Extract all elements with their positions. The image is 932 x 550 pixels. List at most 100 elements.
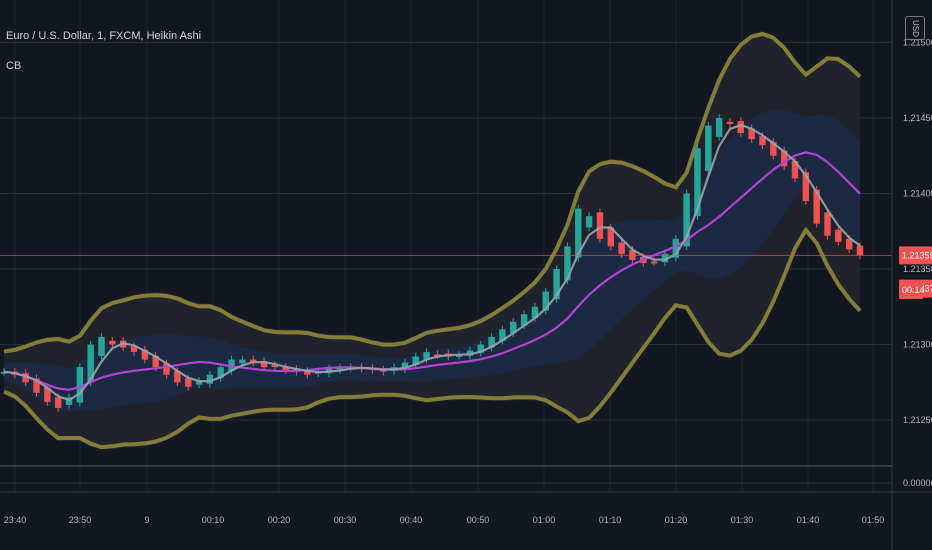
lower-band-line: [3, 226, 862, 450]
time-tick-label: 00:50: [467, 515, 490, 525]
bollinger-bands: [3, 31, 862, 450]
candle-body: [488, 336, 495, 348]
candle-body: [520, 314, 528, 326]
candle-body: [184, 378, 192, 387]
time-tick-label: 01:50: [862, 515, 885, 525]
candle-body: [98, 336, 105, 356]
candle-body: [163, 363, 170, 375]
candle-body: [835, 229, 842, 242]
time-tick-label: 01:40: [797, 515, 820, 525]
candle-body: [813, 189, 820, 224]
candle-body: [174, 370, 181, 383]
candles: [0, 114, 864, 412]
candle-body: [109, 340, 116, 345]
price-tick-label: 1.21500: [903, 38, 932, 48]
time-tick-label: 23:50: [69, 515, 92, 525]
candle-body: [564, 246, 571, 281]
time-tick-label: 23:40: [4, 515, 27, 525]
candle-body: [553, 269, 560, 300]
candle-body: [455, 355, 463, 358]
candle-body: [575, 208, 582, 258]
candle-body: [802, 172, 810, 202]
candle-body: [759, 136, 766, 146]
candle-body: [542, 291, 549, 311]
candle-body: [228, 359, 235, 371]
candle-body: [585, 216, 593, 228]
candle-body: [791, 161, 799, 179]
candle-body: [596, 212, 604, 239]
band-clouds: [4, 30, 860, 451]
candle-body: [76, 367, 84, 403]
candle-body: [694, 148, 701, 217]
price-tick-label: 1.21450: [903, 113, 932, 123]
symbol-title[interactable]: Euro / U.S. Dollar, 1, FXCM, Heikin Ashi: [6, 30, 202, 42]
candle-body: [87, 344, 94, 383]
candle-body: [672, 238, 680, 258]
candle-body: [618, 242, 625, 254]
time-tick-label: 00:40: [400, 515, 423, 525]
candle-body: [423, 352, 430, 360]
candle-body: [33, 378, 40, 393]
candle-body: [260, 361, 268, 368]
current-price-badge-bg: [899, 246, 932, 265]
candle-body: [282, 367, 289, 371]
candle-body: [726, 121, 734, 125]
candle-body: [737, 121, 745, 134]
time-tick-label: 00:10: [202, 515, 225, 525]
time-tick-label: 00:30: [334, 515, 357, 525]
price-tick-label: 1.21400: [903, 189, 932, 199]
candle-body: [152, 355, 159, 368]
candle-body: [510, 321, 517, 334]
candle-body: [206, 374, 214, 384]
currency-button[interactable]: USD: [905, 16, 925, 40]
price-tick-label: 1.21300: [903, 340, 932, 350]
candle-body: [44, 387, 51, 402]
candle-body: [499, 329, 506, 341]
price-tick-label: 1.21350: [903, 264, 932, 274]
candle-body: [715, 118, 723, 137]
time-tick-label: 01:20: [665, 515, 688, 525]
candle-body: [650, 261, 658, 264]
candle-body: [54, 397, 62, 408]
time-tick-label: 00:20: [268, 515, 291, 525]
time-tick-label: 9: [144, 515, 149, 525]
candle-body: [195, 380, 203, 385]
candle-body: [531, 306, 539, 319]
lower-pane-tick-label: 0.00000: [903, 478, 932, 488]
slow-ma-line: [3, 151, 861, 391]
countdown-badge: 00:14: [902, 285, 925, 295]
candle-body: [401, 362, 409, 370]
time-tick-label: 01:10: [599, 515, 622, 525]
countdown-badge-bg: [899, 281, 923, 299]
candle-body: [748, 128, 755, 140]
moving-averages: [3, 124, 861, 402]
candle-body: [780, 150, 788, 167]
candle-body: [141, 349, 149, 360]
candle-body: [477, 344, 484, 353]
candle-body: [217, 367, 224, 378]
candle-body: [705, 125, 712, 171]
candle-body: [304, 370, 311, 375]
candle-body: [607, 227, 614, 247]
candle-body: [271, 364, 279, 368]
candle-body: [856, 245, 864, 256]
candle-body: [824, 212, 831, 236]
upper-band-line: [3, 31, 862, 354]
candle-body: [412, 356, 419, 365]
fast-ma-line: [3, 124, 861, 402]
candle-body: [434, 354, 441, 357]
current-price-badge: 1.21359: [902, 250, 932, 260]
candle-body: [336, 367, 344, 371]
candle-body: [683, 193, 690, 247]
indicator-label[interactable]: CB: [6, 60, 22, 72]
time-tick-label: 01:30: [731, 515, 754, 525]
time-tick-label: 01:00: [533, 515, 556, 525]
candle-body: [22, 373, 29, 383]
candle-body: [130, 346, 138, 353]
candle-body: [661, 253, 669, 263]
candle-body: [239, 359, 246, 364]
candle-body: [845, 238, 853, 250]
